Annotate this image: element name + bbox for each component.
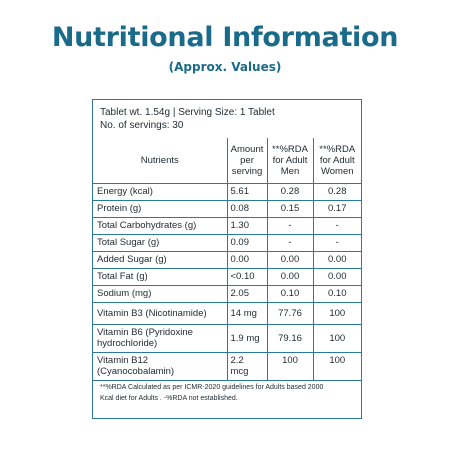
- header-rda-men: **%RDA for Adult Men: [266, 138, 314, 184]
- amount-per-serving: 1.30: [226, 216, 268, 235]
- table-row: Vitamin B6 (Pyridoxine hydrochloride) 1.…: [93, 323, 361, 353]
- amount-per-serving: 0.00: [226, 250, 268, 269]
- header-nutrients-label: Nutrients: [140, 154, 179, 166]
- amount-per-serving: <0.10: [226, 267, 268, 286]
- nutrient-name-line1: Vitamin B12: [97, 354, 149, 366]
- rda-men-value: 77.76: [266, 301, 314, 325]
- rda-women-value: 100: [312, 351, 361, 381]
- amount-per-serving: 2.2 mcg: [226, 351, 268, 381]
- nutrient-name: Vitamin B6 (Pyridoxine hydrochloride): [93, 323, 228, 353]
- header-rda-women: **%RDA for Adult Women: [312, 138, 361, 184]
- nutrition-panel: Tablet wt. 1.54g | Serving Size: 1 Table…: [92, 99, 362, 419]
- header-rda-women-line3: Women: [320, 165, 354, 177]
- nutrient-name: Total Fat (g): [93, 267, 228, 286]
- header-amount-line2: per: [240, 154, 254, 166]
- header-nutrients: Nutrients: [93, 138, 228, 184]
- table-row: Added Sugar (g) 0.00 0.00 0.00: [93, 250, 361, 269]
- nutrient-name: Added Sugar (g): [93, 250, 228, 269]
- header-rda-women-line2: for Adult: [319, 154, 355, 166]
- nutrient-name-line2: (Cyanocobalamin): [97, 365, 175, 377]
- nutrient-name-line1: Vitamin B6 (Pyridoxine: [97, 327, 193, 338]
- rda-men-value: 0.00: [266, 250, 314, 269]
- rda-women-value: 100: [312, 301, 361, 325]
- rda-women-value: 0.00: [312, 250, 361, 269]
- rda-women-value: -: [312, 216, 361, 235]
- nutrient-name: Total Sugar (g): [93, 233, 228, 252]
- table-row: Total Carbohydrates (g) 1.30 - -: [93, 216, 361, 235]
- amount-per-serving: 5.61: [226, 182, 268, 201]
- rda-men-value: 0.10: [266, 284, 314, 303]
- table-header-row: Nutrients Amount per serving **%RDA for …: [93, 138, 361, 184]
- servings-line: No. of servings: 30: [100, 120, 184, 131]
- amount-per-serving: 1.9 mg: [226, 323, 268, 353]
- tablet-weight-line: Tablet wt. 1.54g | Serving Size: 1 Table…: [100, 107, 275, 118]
- page-title: Nutritional Information: [51, 22, 399, 53]
- nutrition-table: Nutrients Amount per serving **%RDA for …: [93, 138, 361, 381]
- footnote-line1: **%RDA Calculated as per ICMR-2020 guide…: [100, 384, 324, 391]
- page-subtitle: (Approx. Values): [168, 60, 282, 74]
- rda-men-value: 0.28: [266, 182, 314, 201]
- rda-men-value: -: [266, 233, 314, 252]
- header-rda-men-line2: for Adult: [272, 154, 308, 166]
- rda-women-value: 100: [312, 323, 361, 353]
- table-row: Vitamin B3 (Nicotinamide) 14 mg 77.76 10…: [93, 301, 361, 325]
- header-rda-women-line1: **%RDA: [319, 143, 356, 155]
- nutrient-name: Sodium (mg): [93, 284, 228, 303]
- header-amount: Amount per serving: [226, 138, 268, 184]
- nutrient-name: Vitamin B12 (Cyanocobalamin): [93, 351, 228, 381]
- nutrient-name: Protein (g): [93, 199, 228, 218]
- rda-women-value: 0.17: [312, 199, 361, 218]
- rda-men-value: 0.15: [266, 199, 314, 218]
- rda-men-value: 100: [266, 351, 314, 381]
- table-row: Sodium (mg) 2.05 0.10 0.10: [93, 284, 361, 303]
- nutrient-name: Total Carbohydrates (g): [93, 216, 228, 235]
- rda-men-value: 79.16: [266, 323, 314, 353]
- nutrient-name: Energy (kcal): [93, 182, 228, 201]
- table-row: Protein (g) 0.08 0.15 0.17: [93, 199, 361, 218]
- panel-header: Tablet wt. 1.54g | Serving Size: 1 Table…: [100, 106, 275, 132]
- rda-men-value: 0.00: [266, 267, 314, 286]
- amount-per-serving: 0.09: [226, 233, 268, 252]
- amount-per-serving: 14 mg: [226, 301, 268, 325]
- nutrient-name-line2: hydrochloride): [97, 338, 158, 349]
- header-rda-men-line1: **%RDA: [272, 143, 308, 155]
- rda-men-value: -: [266, 216, 314, 235]
- rda-footnote: **%RDA Calculated as per ICMR-2020 guide…: [100, 382, 355, 404]
- rda-women-value: 0.28: [312, 182, 361, 201]
- table-row: Total Sugar (g) 0.09 - -: [93, 233, 361, 252]
- nutrient-name: Vitamin B3 (Nicotinamide): [93, 301, 228, 325]
- footnote-line2: Kcal diet for Adults . -%RDA not establi…: [100, 395, 238, 402]
- table-row: Energy (kcal) 5.61 0.28 0.28: [93, 182, 361, 201]
- rda-women-value: 0.10: [312, 284, 361, 303]
- header-rda-men-line3: Men: [280, 165, 300, 177]
- header-amount-line1: Amount: [230, 143, 264, 155]
- table-row: Vitamin B12 (Cyanocobalamin) 2.2 mcg 100…: [93, 351, 361, 381]
- rda-women-value: -: [312, 233, 361, 252]
- amount-per-serving: 0.08: [226, 199, 268, 218]
- table-row: Total Fat (g) <0.10 0.00 0.00: [93, 267, 361, 286]
- amount-per-serving: 2.05: [226, 284, 268, 303]
- header-amount-line3: serving: [231, 165, 263, 177]
- rda-women-value: 0.00: [312, 267, 361, 286]
